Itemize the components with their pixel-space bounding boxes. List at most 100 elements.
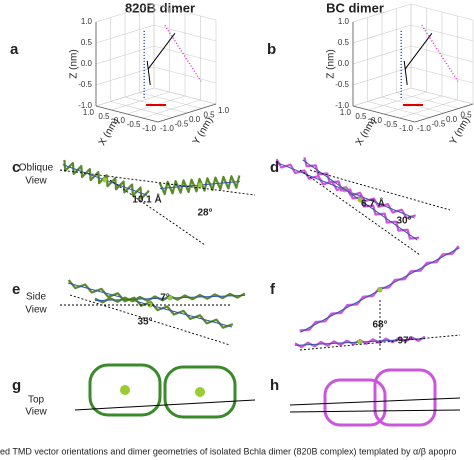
y-tick-label: -0.5 — [432, 120, 446, 129]
stroke — [352, 105, 416, 123]
panel-letter: g — [12, 377, 21, 394]
x-tick-label: -1.0 — [399, 124, 413, 133]
panel-letter: a — [10, 41, 19, 58]
stroke — [410, 24, 474, 42]
stroke — [95, 105, 159, 123]
stroke — [109, 179, 206, 246]
measurement: 6.7 Å — [361, 197, 385, 210]
stroke — [289, 409, 461, 413]
stroke — [352, 24, 412, 44]
y-tick-label: -1.0 — [160, 124, 174, 133]
view-label: View — [25, 407, 47, 418]
z-tick-label: -1.0 — [335, 101, 349, 110]
y-tick-label: 0.0 — [189, 115, 201, 124]
measurement: 68° — [372, 320, 387, 331]
z-tick-label: -0.5 — [78, 80, 92, 89]
stroke — [421, 24, 459, 82]
metal — [120, 385, 130, 395]
measurement: 35° — [137, 317, 152, 328]
x-tick-label: 0.5 — [98, 112, 110, 121]
macrocycle — [323, 378, 387, 427]
stroke — [289, 397, 461, 406]
z-tick-label: 0.5 — [338, 38, 350, 47]
molecule — [275, 158, 417, 220]
stroke — [368, 91, 427, 111]
measurement: 28° — [197, 208, 212, 219]
stroke — [403, 60, 408, 85]
molecule — [303, 157, 420, 240]
macrocycle — [373, 368, 437, 427]
column-title: BC dimer — [326, 0, 384, 15]
stroke — [157, 103, 217, 123]
measurement: 10.1 Å — [132, 193, 161, 206]
macrocycle — [163, 365, 237, 419]
panel-letter: f — [270, 281, 276, 298]
z-axis-label: Z (nm) — [69, 49, 80, 78]
stroke — [153, 87, 217, 105]
measurement: 97° — [397, 336, 412, 347]
panel-letter: c — [12, 159, 20, 176]
stroke — [404, 32, 433, 70]
z-tick-label: -1.0 — [78, 101, 92, 110]
x-tick-label: -0.5 — [127, 120, 141, 129]
metal — [195, 387, 205, 397]
x-tick-label: 0.5 — [355, 112, 367, 121]
z-tick-label: 1.0 — [338, 17, 350, 26]
y-tick-label: -1.0 — [417, 124, 431, 133]
panel-letter: b — [267, 41, 276, 58]
x-tick-label: 0.0 — [371, 116, 383, 125]
z-tick-label: 0.0 — [338, 59, 350, 68]
measurement: 7° — [160, 293, 170, 304]
molecule — [63, 159, 150, 200]
stroke — [164, 24, 202, 82]
y-tick-label: -0.5 — [175, 120, 189, 129]
view-label: Side — [26, 292, 46, 303]
panel-letter: h — [270, 377, 279, 394]
x-tick-label: 1.0 — [83, 108, 95, 117]
stroke — [396, 92, 459, 109]
molecule — [67, 279, 234, 329]
stroke — [111, 91, 170, 111]
y-tick-label: 0.5 — [461, 111, 473, 120]
stroke — [95, 24, 155, 44]
z-tick-label: 1.0 — [81, 17, 93, 26]
stroke — [309, 169, 451, 211]
stroke — [74, 399, 256, 411]
metal — [357, 197, 363, 203]
metal — [377, 287, 383, 293]
y-tick-label: 0.5 — [204, 111, 216, 120]
stroke — [147, 32, 176, 70]
z-tick-label: 0.5 — [81, 38, 93, 47]
y-tick-label: 0.0 — [446, 115, 458, 124]
z-axis-label: Z (nm) — [326, 49, 337, 78]
stroke — [59, 169, 256, 196]
molecule — [158, 175, 241, 196]
view-label: View — [25, 305, 47, 316]
metal — [197, 182, 203, 188]
metal — [357, 339, 363, 345]
view-label: Oblique — [19, 163, 54, 174]
x-tick-label: -1.0 — [142, 124, 156, 133]
stroke — [153, 24, 217, 42]
stroke — [299, 334, 461, 351]
stroke — [146, 60, 151, 85]
stroke — [153, 3, 217, 21]
panel-letter: d — [270, 159, 279, 176]
view-label: Top — [28, 395, 45, 406]
stroke — [299, 169, 421, 256]
view-label: View — [25, 176, 47, 187]
caption: ed TMD vector orientations and dimer geo… — [0, 446, 456, 456]
stroke — [352, 3, 412, 23]
x-tick-label: -0.5 — [384, 120, 398, 129]
y-tick-label: 1.0 — [218, 106, 230, 115]
z-tick-label: 0.0 — [81, 59, 93, 68]
stroke — [410, 3, 474, 21]
panel-letter: e — [12, 281, 20, 298]
metal — [102, 177, 108, 183]
stroke — [153, 45, 217, 63]
stroke — [414, 103, 474, 123]
measurement: 30° — [396, 216, 411, 227]
stroke — [139, 92, 202, 109]
x-tick-label: 1.0 — [340, 108, 352, 117]
